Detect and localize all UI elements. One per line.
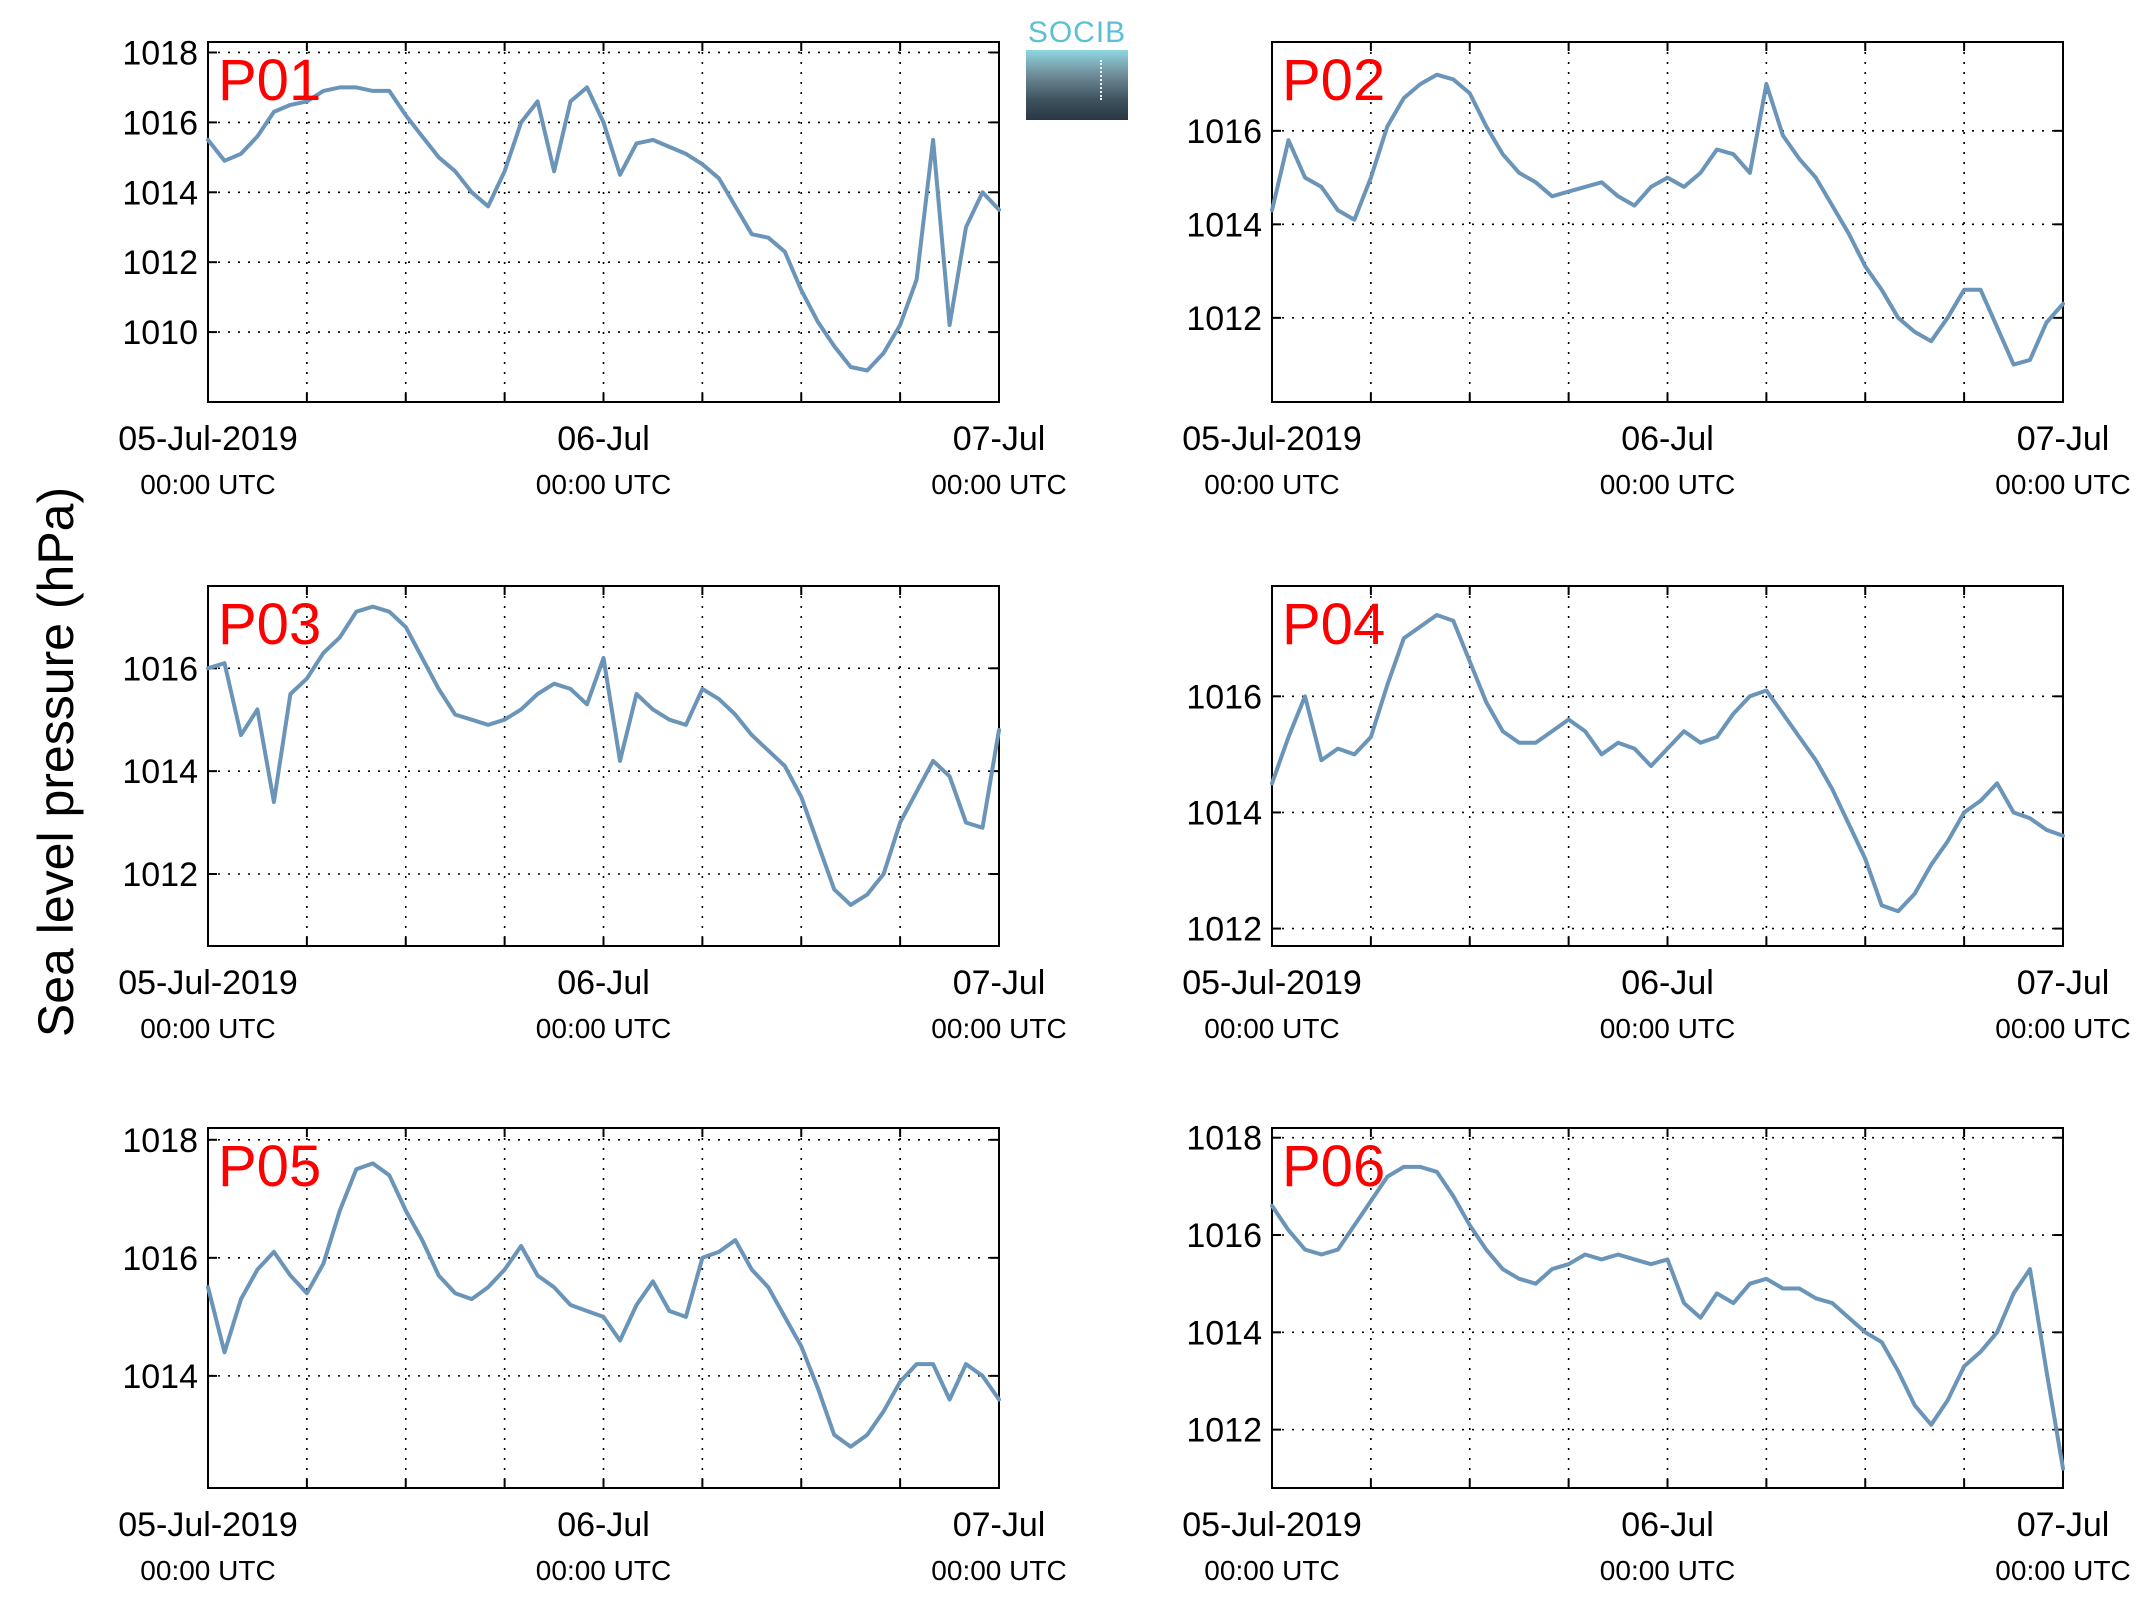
x-tick-label-time: 00:00 UTC [1204,1555,1339,1586]
x-tick-label-time: 00:00 UTC [140,1555,275,1586]
x-tick-label-time: 00:00 UTC [536,1555,671,1586]
y-axis-label-container: Sea level pressure (hPa) [0,0,84,1608]
x-tick-label-time: 00:00 UTC [931,469,1066,500]
x-tick-label-date: 07-Jul [2017,964,2110,1002]
x-tick-label-time: 00:00 UTC [931,1555,1066,1586]
series-line [1270,613,2065,914]
y-tick-label: 1014 [1186,206,1262,244]
x-tick-label-time: 00:00 UTC [140,469,275,500]
socib-logo: SOCIB [1026,16,1128,122]
panel-label: P06 [1282,1134,1385,1199]
x-tick-label-time: 00:00 UTC [536,1013,671,1044]
panel-label: P04 [1282,592,1385,657]
y-tick-label: 1016 [122,1240,198,1278]
x-tick-label-date: 06-Jul [1621,964,1714,1002]
y-tick-label: 1014 [1186,1314,1262,1352]
panel-label: P05 [218,1134,321,1199]
x-tick-label-date: 05-Jul-2019 [1182,420,1362,458]
y-tick-label: 1012 [1186,1412,1262,1450]
y-tick-label: 1016 [1186,678,1262,716]
x-tick-label-date: 07-Jul [953,964,1046,1002]
y-tick-label: 1012 [122,856,198,894]
x-tick-label-time: 00:00 UTC [1600,1555,1735,1586]
panel-p02: 1012 1014 1016 05-Jul-2019 00:00 UTC 06-Jul 00… [1182,41,2131,500]
x-tick-label-time: 00:00 UTC [1204,469,1339,500]
x-tick-label-date: 06-Jul [1621,1506,1714,1544]
x-tick-label-time: 00:00 UTC [1995,469,2130,500]
y-tick-label: 1018 [122,1122,198,1160]
y-tick-label: 1012 [122,244,198,282]
y-tick-label: 1012 [1186,911,1262,949]
panel-p05: 1014 1016 1018 05-Jul-2019 00:00 UTC 06-Jul 00… [118,1122,1066,1586]
x-tick-label-date: 07-Jul [953,1506,1046,1544]
y-tick-label: 1012 [1186,300,1262,338]
series-line [1270,1164,2065,1471]
x-tick-label-date: 05-Jul-2019 [118,420,298,458]
logo-dotted-line [1100,60,1104,100]
x-tick-label-time: 00:00 UTC [1600,469,1735,500]
x-tick-label-time: 00:00 UTC [931,1013,1066,1044]
y-tick-label: 1016 [122,104,198,142]
y-axis-label: Sea level pressure (hPa) [28,486,84,1038]
panel-p04: 1012 1014 1016 05-Jul-2019 00:00 UTC 06-Jul 00… [1182,585,2131,1044]
series-line [1270,72,2065,367]
x-tick-label-time: 00:00 UTC [1995,1013,2130,1044]
x-tick-label-date: 06-Jul [557,964,650,1002]
y-tick-label: 1014 [122,753,198,791]
logo-graphic [1026,50,1128,120]
y-tick-label: 1018 [122,34,198,72]
panel-label: P01 [218,48,321,113]
y-tick-label: 1014 [1186,794,1262,832]
y-tick-label: 1014 [122,1358,198,1396]
panel-label: P03 [218,592,321,657]
panel-p03: 1012 1014 1016 05-Jul-2019 00:00 UTC 06-Jul 00… [118,585,1067,1044]
x-tick-label-date: 06-Jul [557,420,650,458]
x-tick-label-time: 00:00 UTC [1600,1013,1735,1044]
panel-p06: 1012 1014 1016 1018 05-Jul-2019 00:00 UTC 06-J… [1182,1120,2130,1586]
x-tick-label-time: 00:00 UTC [536,469,671,500]
y-tick-label: 1018 [1186,1120,1262,1158]
y-tick-label: 1016 [122,650,198,688]
series-line [206,85,1001,373]
x-tick-label-time: 00:00 UTC [1995,1555,2130,1586]
x-tick-label-date: 06-Jul [1621,420,1714,458]
logo-text: SOCIB [1027,16,1127,49]
x-tick-label-date: 05-Jul-2019 [118,964,298,1002]
panel-label: P02 [1282,48,1385,113]
x-tick-label-date: 07-Jul [2017,1506,2110,1544]
x-tick-label-time: 00:00 UTC [1204,1013,1339,1044]
y-tick-label: 1016 [1186,113,1262,151]
x-tick-label-date: 07-Jul [953,420,1046,458]
x-tick-label-date: 05-Jul-2019 [1182,1506,1362,1544]
x-tick-label-date: 05-Jul-2019 [1182,964,1362,1002]
y-tick-label: 1016 [1186,1217,1262,1255]
y-tick-label: 1010 [122,314,198,352]
series-line [206,1161,1001,1449]
x-tick-label-date: 05-Jul-2019 [118,1506,298,1544]
y-tick-label: 1014 [122,174,198,212]
series-line [206,604,1001,907]
x-tick-label-date: 06-Jul [557,1506,650,1544]
x-tick-label-time: 00:00 UTC [140,1013,275,1044]
panel-p01: 1010 1012 1014 1016 1018 05-Jul-2019 00:00 UTC… [118,34,1066,500]
x-tick-label-date: 07-Jul [2017,420,2110,458]
